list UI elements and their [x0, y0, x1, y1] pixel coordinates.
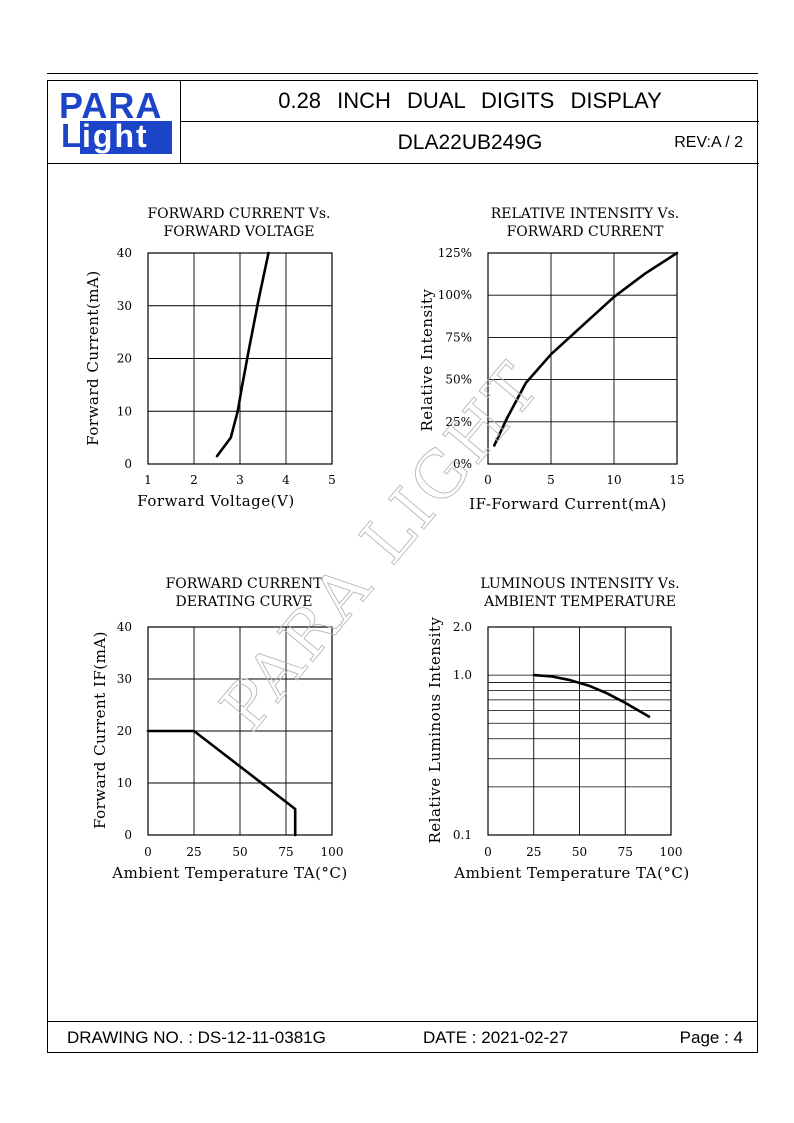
y-axis-label: Relative Intensity [418, 288, 436, 431]
y-tick-label: 0 [124, 457, 132, 471]
x-axis-label: Forward Voltage(V) [137, 492, 294, 510]
x-tick-label: 0 [484, 473, 492, 487]
y-tick-label: 30 [117, 299, 132, 313]
x-tick-label: 2 [190, 473, 198, 487]
y-tick-label: 125% [438, 246, 472, 260]
y-tick-label: 1.0 [453, 668, 472, 682]
chart-title-line1: FORWARD CURRENT [166, 576, 324, 592]
y-tick-label: 20 [117, 352, 132, 366]
plot-frame [147, 252, 333, 465]
logo-l-box [58, 121, 80, 154]
revision: REV:A / 2 [674, 134, 743, 151]
y-tick-label: 20 [117, 724, 132, 738]
drawing-number: DRAWING NO. : DS-12-11-0381G [67, 1028, 326, 1047]
series-line [532, 673, 651, 718]
y-tick-label: 0 [124, 828, 132, 842]
y-tick-label: 50% [445, 373, 472, 387]
x-tick-label: 100 [321, 845, 344, 859]
y-tick-label: 0.1 [453, 828, 472, 842]
y-axis-label: Forward Current IF(mA) [91, 631, 109, 829]
chart-title-line1: RELATIVE INTENSITY Vs. [491, 206, 680, 222]
chart-title-line2: DERATING CURVE [176, 594, 313, 610]
y-tick-label: 10 [117, 404, 132, 418]
page-number: Page : 4 [679, 1028, 743, 1047]
x-tick-label: 10 [606, 473, 621, 487]
x-tick-label: 0 [144, 845, 152, 859]
x-axis-label: IF-Forward Current(mA) [469, 495, 667, 513]
watermark: PARA LIGHT [207, 348, 557, 745]
x-tick-label: 75 [278, 845, 293, 859]
model-row: DLA22UB249G REV:A / 2 [181, 122, 759, 164]
top-rule [47, 73, 758, 74]
x-tick-label: 50 [572, 845, 587, 859]
x-tick-label: 50 [232, 845, 247, 859]
y-tick-label: 40 [117, 620, 132, 634]
x-tick-label: 5 [547, 473, 555, 487]
chart-title-line2: AMBIENT TEMPERATURE [483, 594, 676, 610]
x-tick-label: 15 [669, 473, 684, 487]
chart-title-line2: FORWARD CURRENT [507, 224, 665, 240]
x-tick-label: 4 [282, 473, 290, 487]
series-line [146, 729, 297, 837]
x-tick-label: 0 [484, 845, 492, 859]
logo: PARA L ight [48, 81, 181, 164]
plot-frame [487, 252, 678, 465]
document-title: 0.28 INCH DUAL DIGITS DISPLAY [181, 81, 759, 122]
chart-title-line1: FORWARD CURRENT Vs. [147, 206, 330, 222]
y-tick-label: 10 [117, 776, 132, 790]
y-tick-label: 40 [117, 246, 132, 260]
x-tick-label: 100 [660, 845, 683, 859]
logo-bottom-text: ight [82, 118, 149, 154]
x-tick-label: 3 [236, 473, 244, 487]
logo-l-text: L [61, 117, 82, 154]
y-tick-label: 30 [117, 672, 132, 686]
drawing-date: DATE : 2021-02-27 [423, 1028, 569, 1047]
x-axis-label: Ambient Temperature TA(°C) [453, 864, 690, 882]
y-axis-label: Forward Current(mA) [84, 270, 102, 445]
chart-title-line1: LUMINOUS INTENSITY Vs. [480, 576, 679, 592]
plot-frame [487, 626, 672, 836]
series-line [492, 251, 679, 447]
y-tick-label: 0% [453, 457, 472, 471]
x-tick-label: 25 [186, 845, 201, 859]
datasheet-frame: PARA L ight 0.28 INCH DUAL DIGITS DISPLA… [47, 80, 759, 1053]
x-tick-label: 1 [144, 473, 152, 487]
y-tick-label: 75% [445, 330, 472, 344]
footer: DRAWING NO. : DS-12-11-0381G DATE : 2021… [48, 1021, 757, 1053]
y-tick-label: 25% [445, 415, 472, 429]
x-axis-label: Ambient Temperature TA(°C) [111, 864, 348, 882]
x-tick-label: 5 [328, 473, 336, 487]
chart-title-line2: FORWARD VOLTAGE [163, 224, 314, 240]
series-line [215, 251, 270, 458]
logo-top-text: PARA [59, 85, 163, 126]
model-number: DLA22UB249G [397, 131, 543, 154]
x-tick-label: 75 [618, 845, 633, 859]
x-tick-label: 25 [526, 845, 541, 859]
y-axis-label: Relative Luminous Intensity [426, 616, 444, 843]
y-tick-label: 2.0 [453, 620, 472, 634]
y-tick-label: 100% [438, 288, 472, 302]
